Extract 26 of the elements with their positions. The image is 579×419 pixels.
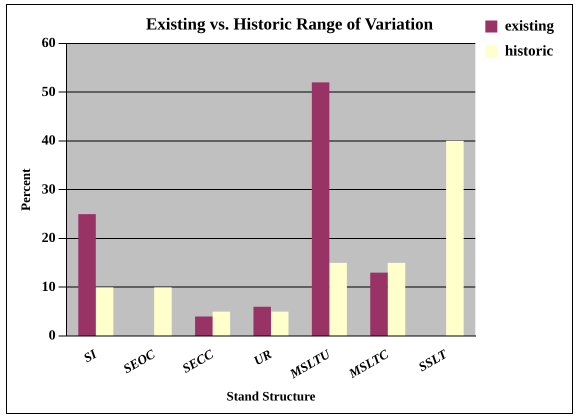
y-tick-label: 10 [42, 280, 56, 295]
legend-label: historic [504, 43, 554, 60]
bar [212, 312, 230, 336]
x-axis-title: Stand Structure [226, 388, 316, 404]
legend-label: existing [504, 18, 554, 34]
bar [154, 287, 172, 336]
y-axis-title: Percent [18, 168, 34, 211]
bar [253, 306, 271, 336]
bar [370, 272, 388, 336]
bar [96, 287, 114, 336]
x-tick-label: UR [251, 346, 274, 368]
x-tick-label: SI [80, 346, 100, 366]
bar [195, 316, 213, 336]
y-tick-label: 0 [48, 328, 56, 344]
y-tick-label: 60 [42, 36, 56, 52]
bar [78, 214, 96, 336]
bar [312, 82, 330, 336]
chart-title: Existing vs. Historic Range of Variation [146, 14, 434, 34]
bar [329, 262, 347, 336]
bar [388, 262, 406, 336]
y-tick-label: 40 [42, 134, 56, 149]
y-tick-label: 30 [42, 182, 56, 198]
y-tick-label: 20 [42, 231, 56, 246]
y-tick-label: 50 [42, 84, 56, 100]
bar [446, 140, 464, 336]
bar [270, 312, 288, 336]
